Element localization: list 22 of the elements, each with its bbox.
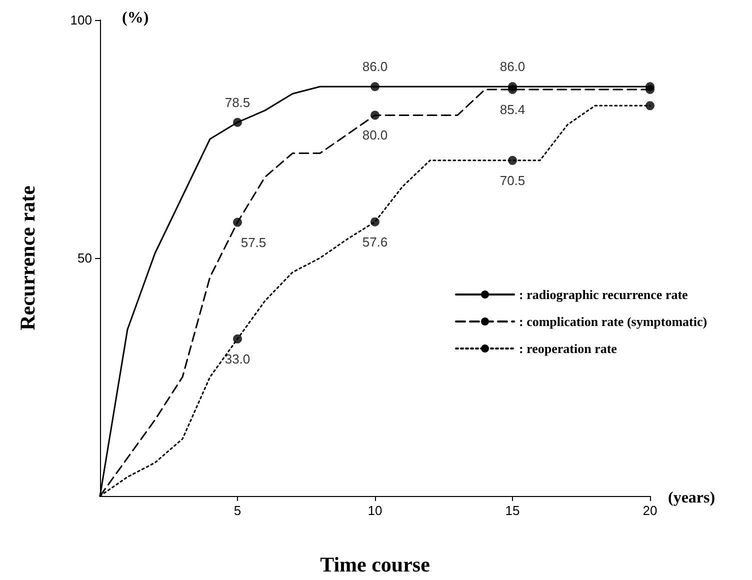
y-tick-label: 50 <box>78 250 92 266</box>
x-tick-label: 10 <box>368 503 382 518</box>
data-label: 57.6 <box>362 234 388 250</box>
text: (years) <box>668 490 716 506</box>
x-axis-title: Time course <box>320 552 430 576</box>
data-label: 86.0 <box>362 59 388 74</box>
data-label: 80.0 <box>362 128 388 143</box>
x-tick-label: 5 <box>234 503 242 518</box>
legend-label: : radiographic recurrence rate <box>519 287 688 302</box>
annotation: (%) <box>122 10 149 26</box>
data-label: 57.5 <box>240 234 266 250</box>
data-label: 85.4 <box>500 102 526 117</box>
data-label: 86.0 <box>500 59 526 74</box>
data-label: 33.0 <box>224 351 250 366</box>
data-label: 78.5 <box>224 94 250 110</box>
legend-label: : complication rate (symptomatic) <box>519 314 708 329</box>
x-tick-label: 20 <box>642 503 658 518</box>
y-axis-title: Recurrence rate <box>16 186 40 330</box>
y-tick-label: 100 <box>70 12 92 28</box>
legend-label: : reoperation rate <box>519 341 618 356</box>
x-tick-label: 15 <box>505 503 520 518</box>
data-label: 70.5 <box>500 172 526 188</box>
